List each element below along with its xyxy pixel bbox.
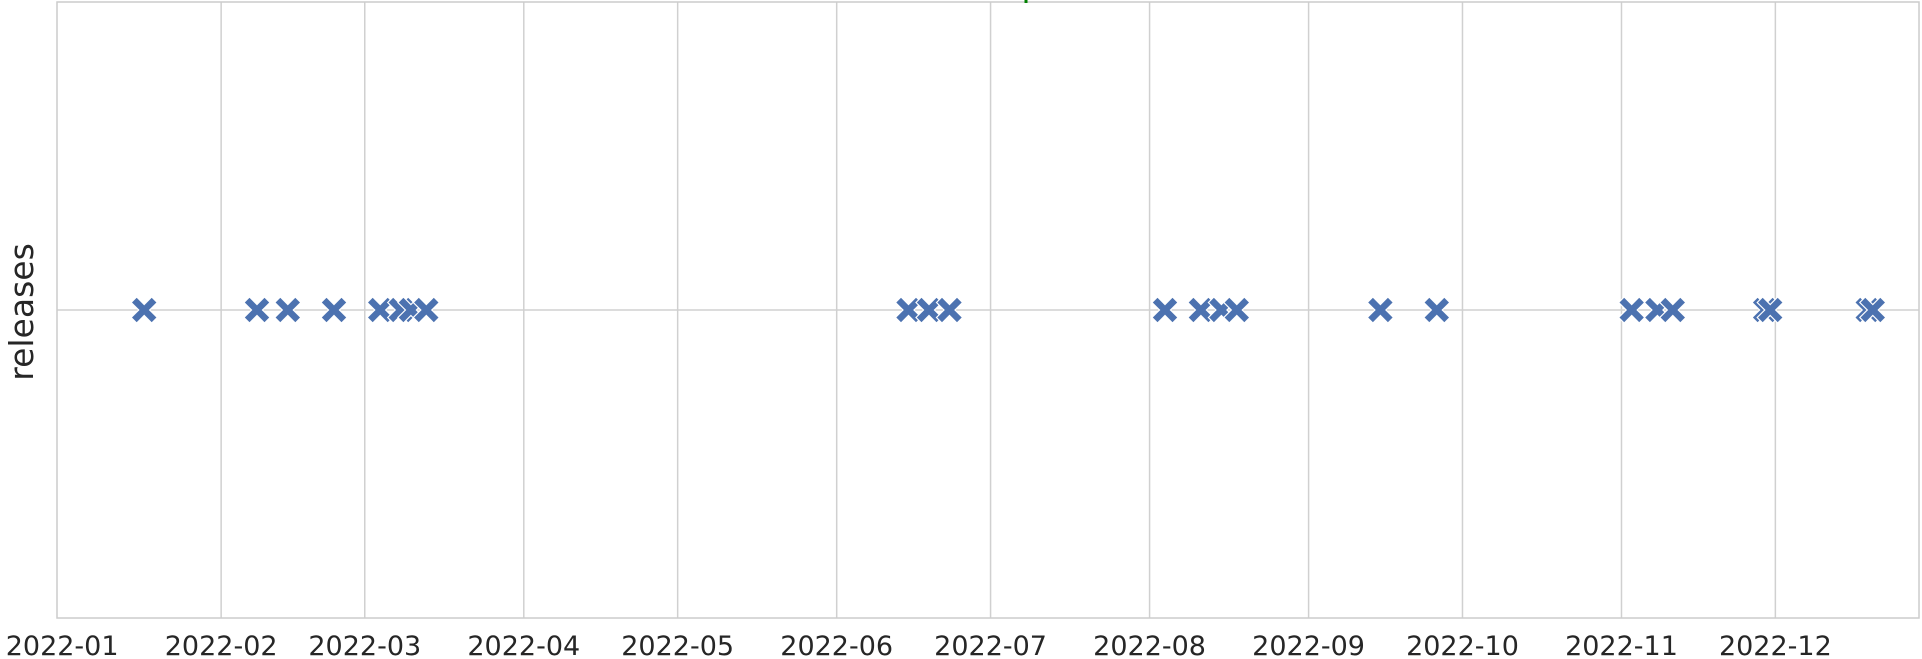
x-tick-label: 2022-05	[621, 631, 734, 659]
x-tick-label: 2022-07	[934, 631, 1047, 659]
x-tick-label: 2022-04	[467, 631, 580, 659]
x-tick-label: 2022-02	[165, 631, 278, 659]
grid-lines	[57, 2, 1919, 618]
y-axis-label: releases	[2, 243, 41, 381]
x-tick-label: 2022-01	[6, 631, 119, 659]
x-tick-label: 2022-09	[1252, 631, 1365, 659]
release-point	[130, 296, 159, 324]
x-tick-label: 2022-10	[1406, 631, 1519, 659]
data-points	[130, 296, 1887, 324]
release-point	[1422, 296, 1451, 324]
x-tick-label: 2022-11	[1565, 631, 1678, 659]
release-point	[412, 296, 441, 324]
plot-area-frame	[56, 1, 1920, 619]
x-tick-label: 2022-06	[780, 631, 893, 659]
release-point	[1366, 296, 1395, 324]
x-tick-label: 2022-03	[308, 631, 421, 659]
release-point	[1151, 296, 1179, 324]
release-point	[935, 296, 964, 324]
release-point	[273, 296, 302, 324]
release-point	[320, 296, 348, 324]
release-point	[1858, 296, 1887, 324]
release-point	[1756, 296, 1785, 324]
release-point	[1222, 296, 1251, 324]
release-point	[243, 296, 271, 324]
x-tick-label: 2022-08	[1093, 631, 1206, 659]
x-tick-label: 2022-12	[1719, 631, 1832, 659]
x-tick-labels: 2022-01 2022-02 2022-03 2022-04 2022-05 2022-…	[6, 631, 1832, 659]
release-point	[1658, 296, 1687, 324]
